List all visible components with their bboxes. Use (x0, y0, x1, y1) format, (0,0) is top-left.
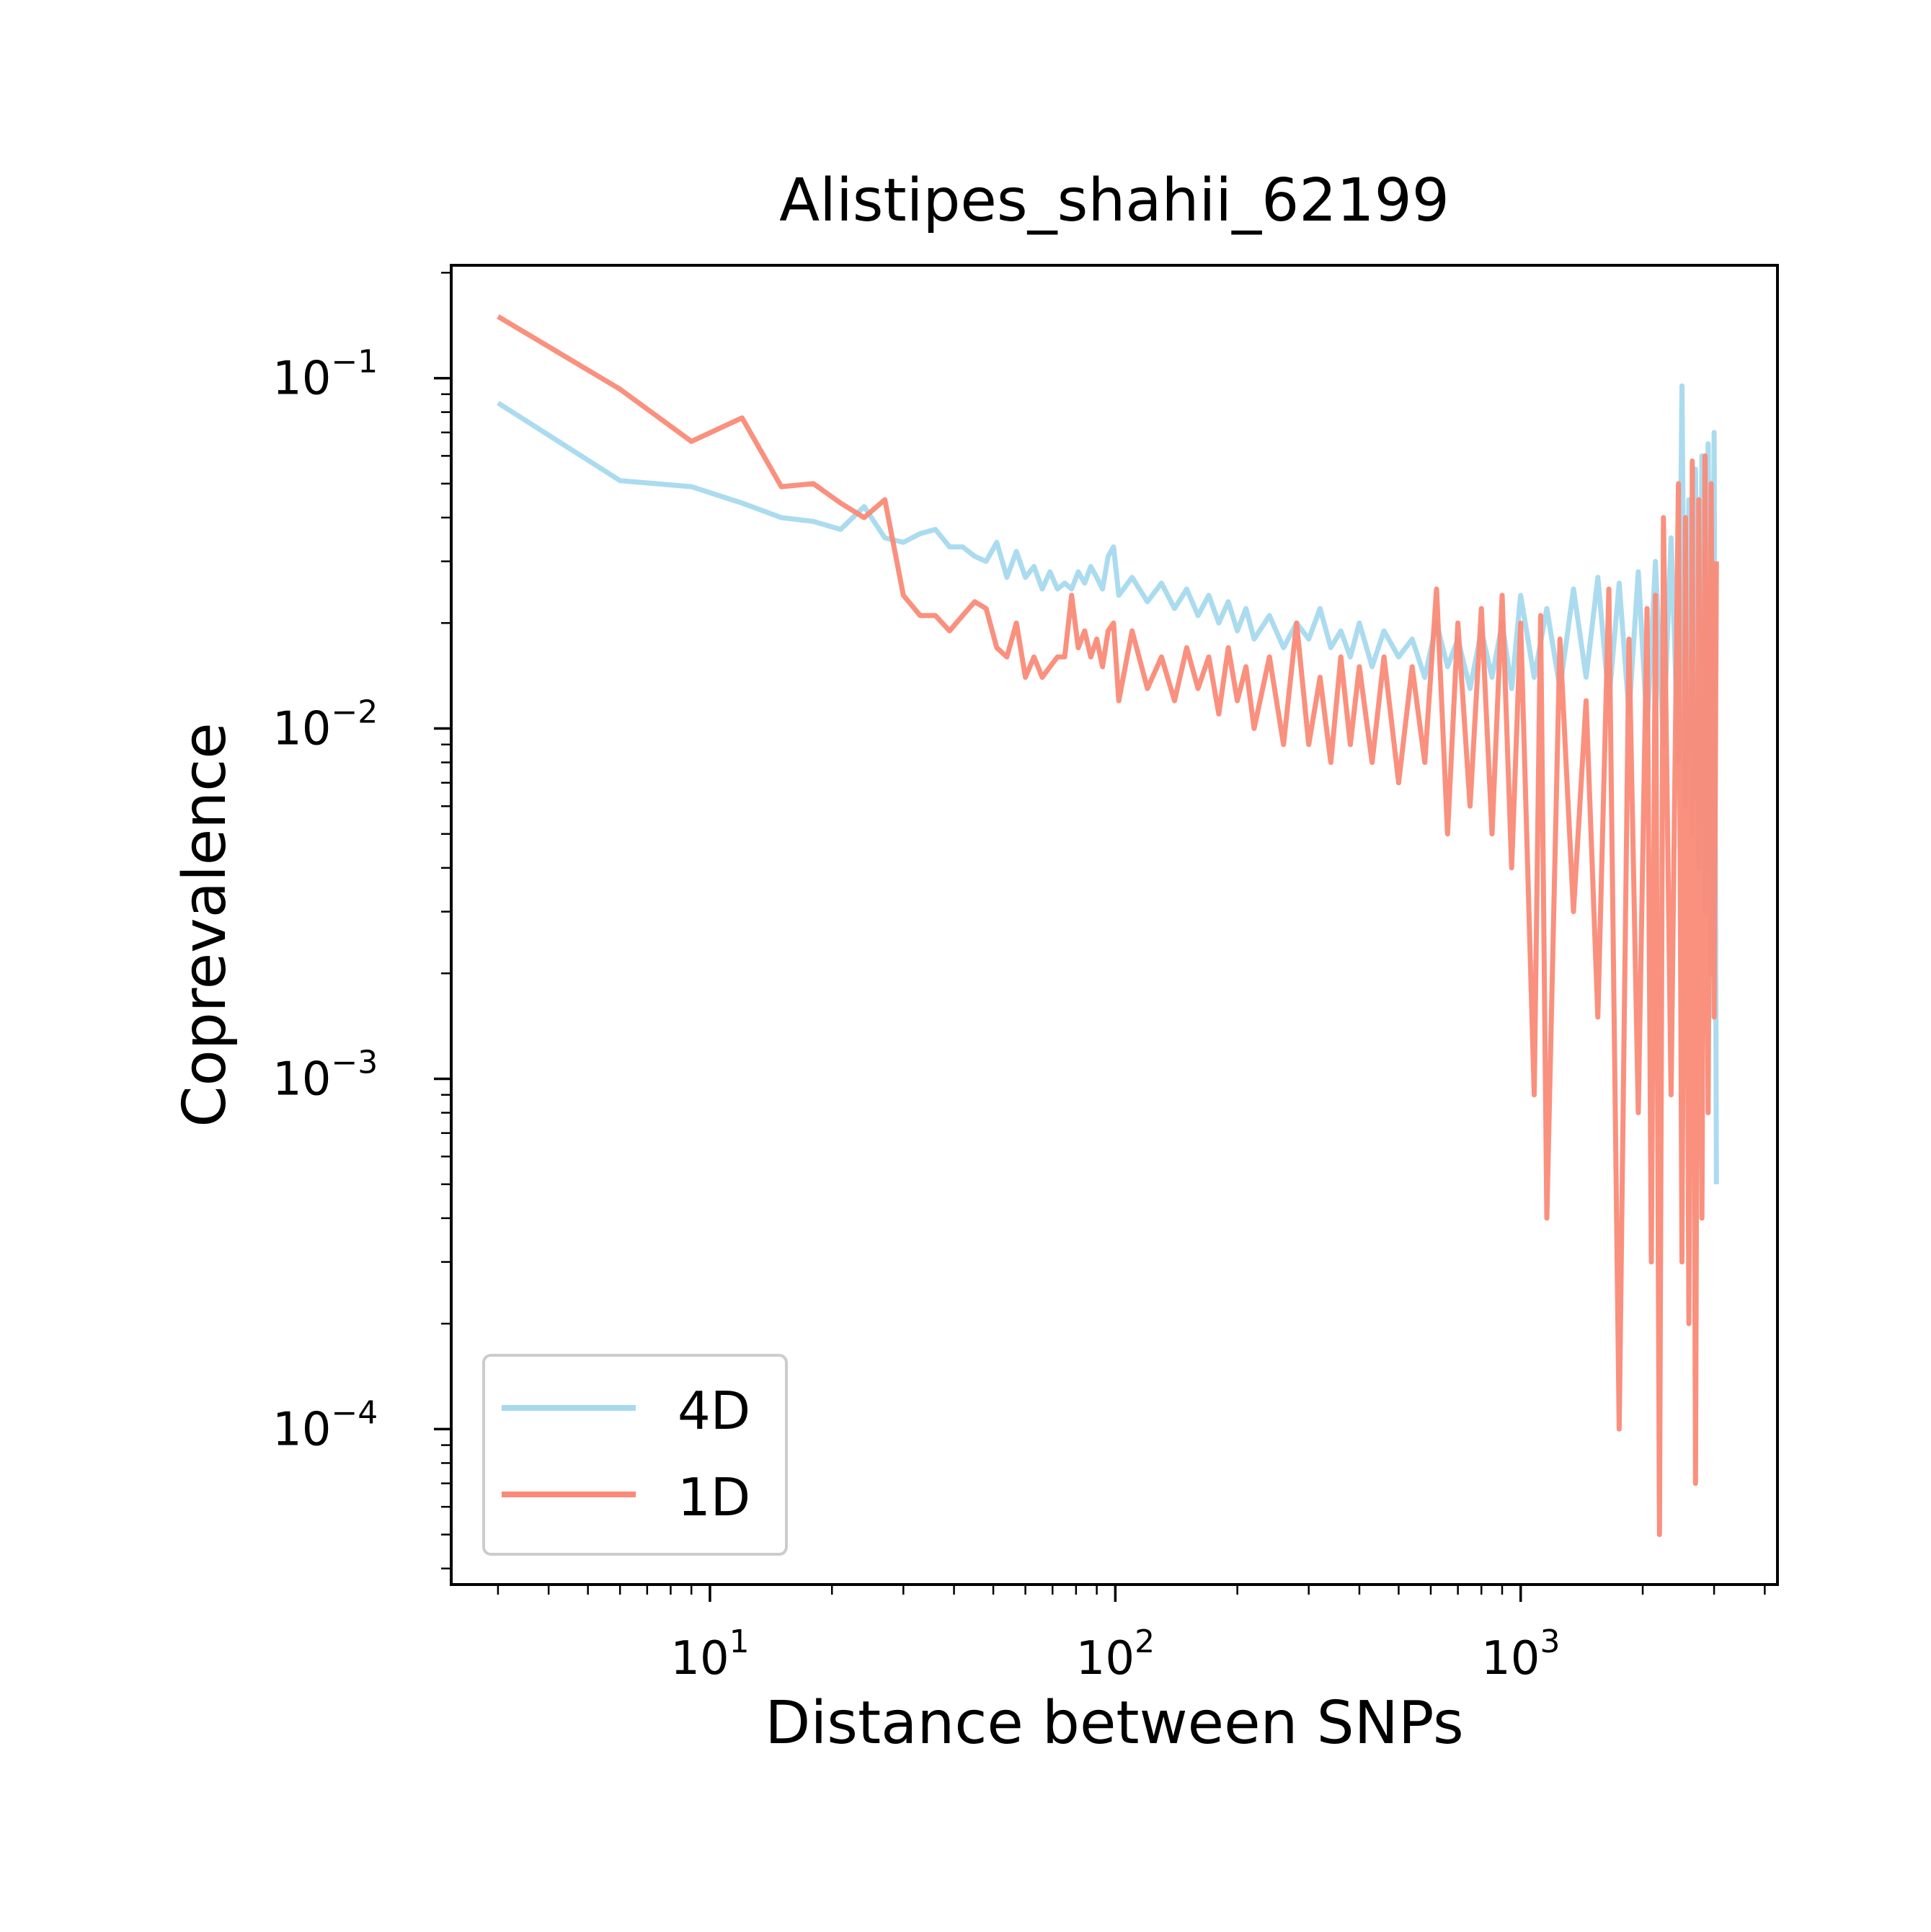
y-tick-label: 10−3 (272, 1044, 378, 1106)
legend-label-1d: 1D (678, 1467, 750, 1528)
y-axis-label: Coprevalence (171, 722, 239, 1127)
x-tick-label: 101 (670, 1623, 749, 1685)
y-tick-label: 10−4 (272, 1394, 378, 1456)
series-layer (497, 314, 1719, 1538)
y-tick-label: 10−1 (272, 344, 378, 406)
y-tick-label: 10−2 (272, 694, 378, 756)
x-tick-label: 102 (1076, 1623, 1155, 1685)
chart-title: Alistipes_shahii_62199 (779, 167, 1450, 235)
x-axis-label: Distance between SNPs (765, 1689, 1463, 1758)
legend-label-4d: 4D (678, 1381, 750, 1441)
x-tick-label: 103 (1481, 1623, 1560, 1685)
x-axis: 101 102 103 (497, 1585, 1766, 1685)
series-line-1d (497, 314, 1719, 1538)
y-axis: 10−4 10−3 10−2 10−1 (272, 272, 451, 1570)
legend: 4D 1D (482, 1354, 788, 1556)
